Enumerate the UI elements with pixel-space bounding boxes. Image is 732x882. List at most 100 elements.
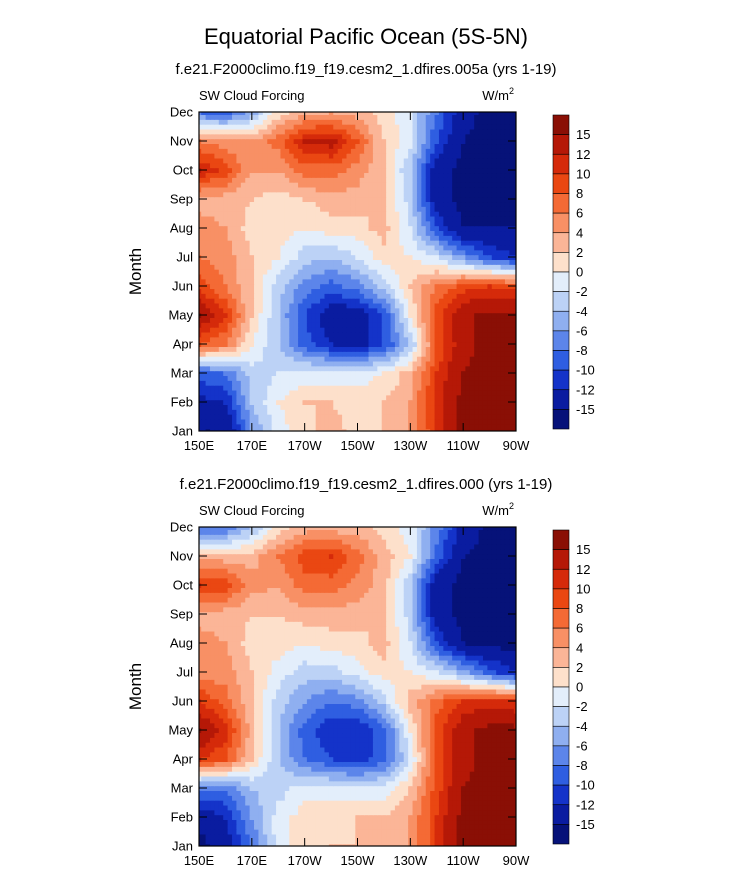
heatmap-cell xyxy=(469,112,475,116)
heatmap-cell xyxy=(412,380,418,386)
heatmap-cell xyxy=(218,273,224,280)
heatmap-cell xyxy=(205,293,211,299)
heatmap-cell xyxy=(258,240,264,246)
heatmap-cell xyxy=(368,370,374,377)
heatmap-cell xyxy=(298,201,304,207)
heatmap-cell xyxy=(267,182,273,188)
heatmap-cell xyxy=(447,177,453,183)
heatmap-cell xyxy=(201,244,207,251)
heatmap-cell xyxy=(394,157,400,164)
heatmap-cell xyxy=(214,418,220,425)
heatmap-cell xyxy=(386,351,392,357)
heatmap-cell xyxy=(284,133,290,140)
heatmap-cell xyxy=(218,133,224,140)
heatmap-cell xyxy=(469,375,475,381)
heatmap-cell xyxy=(399,298,405,304)
heatmap-cell xyxy=(465,423,471,430)
heatmap-cell xyxy=(399,385,405,391)
heatmap-cell xyxy=(372,375,378,381)
heatmap-cell xyxy=(474,172,480,178)
heatmap-cell xyxy=(469,278,475,285)
heatmap-cell xyxy=(315,172,321,178)
heatmap-cell xyxy=(394,370,400,377)
heatmap-cell xyxy=(496,167,502,174)
heatmap-cell xyxy=(306,225,312,232)
heatmap-cell xyxy=(504,148,510,154)
heatmap-cell xyxy=(434,298,440,304)
heatmap-cell xyxy=(284,380,290,386)
heatmap-cell xyxy=(465,182,471,188)
heatmap-cell xyxy=(236,230,242,236)
heatmap-cell xyxy=(205,380,211,386)
heatmap-cell xyxy=(412,211,418,217)
heatmap-cell xyxy=(434,133,440,140)
heatmap-cell xyxy=(452,370,458,377)
heatmap-cell xyxy=(460,254,466,261)
heatmap-cell xyxy=(328,307,334,314)
heatmap-cell xyxy=(513,269,516,275)
heatmap-cell xyxy=(236,423,242,430)
heatmap-cell xyxy=(482,336,488,343)
heatmap-cell xyxy=(381,230,387,236)
heatmap-cell xyxy=(306,244,312,251)
heatmap-cell xyxy=(320,273,326,280)
heatmap-cell xyxy=(227,114,233,120)
heatmap-cell xyxy=(302,249,308,256)
heatmap-cell xyxy=(394,317,400,323)
heatmap-cell xyxy=(513,162,516,169)
heatmap-cell xyxy=(430,119,436,125)
heatmap-cell xyxy=(311,124,317,130)
heatmap-cell xyxy=(394,119,400,125)
heatmap-cell xyxy=(214,148,220,154)
heatmap-cell xyxy=(425,124,431,130)
heatmap-cell xyxy=(227,211,233,217)
heatmap-cell xyxy=(500,273,506,280)
heatmap-cell xyxy=(487,409,493,415)
heatmap-cell xyxy=(386,423,392,430)
heatmap-cell xyxy=(412,143,418,149)
heatmap-cell xyxy=(425,148,431,154)
heatmap-cell xyxy=(474,375,480,381)
colorbar-label: -2 xyxy=(576,284,588,299)
heatmap-cell xyxy=(509,331,515,338)
heatmap-cell xyxy=(271,182,277,188)
heatmap-cell xyxy=(227,191,233,198)
heatmap-cell xyxy=(460,385,466,391)
heatmap-cell xyxy=(232,249,238,256)
heatmap-cell xyxy=(447,259,453,265)
heatmap-cell xyxy=(443,143,449,149)
heatmap-cell xyxy=(434,220,440,227)
heatmap-cell xyxy=(350,273,356,280)
heatmap-cell xyxy=(311,414,317,420)
heatmap-cell xyxy=(403,215,409,222)
heatmap-cell xyxy=(443,264,449,270)
heatmap-cell xyxy=(386,196,392,203)
heatmap-cell xyxy=(399,288,405,294)
heatmap-cell xyxy=(302,201,308,207)
heatmap-cell xyxy=(482,360,488,367)
heatmap-cell xyxy=(390,264,396,270)
heatmap-cell xyxy=(254,162,260,169)
heatmap-cell xyxy=(399,428,405,431)
heatmap-cell xyxy=(425,254,431,261)
heatmap-cell xyxy=(306,138,312,145)
heatmap-cell xyxy=(258,414,264,420)
heatmap-cell xyxy=(368,399,374,406)
heatmap-cell xyxy=(271,206,277,212)
heatmap-cell xyxy=(399,269,405,275)
heatmap-cell xyxy=(416,211,422,217)
heatmap-cell xyxy=(201,365,207,372)
heatmap-cell xyxy=(399,278,405,285)
heatmap-cell xyxy=(408,220,414,227)
heatmap-cell xyxy=(262,211,268,217)
heatmap-cell xyxy=(412,225,418,232)
heatmap-cell xyxy=(368,307,374,314)
heatmap-cell xyxy=(333,244,339,251)
heatmap-cell xyxy=(425,389,431,396)
heatmap-cell xyxy=(333,365,339,372)
heatmap-cell xyxy=(201,385,207,391)
heatmap-cell xyxy=(443,215,449,222)
heatmap-cell xyxy=(254,409,260,415)
heatmap-cell xyxy=(359,317,365,323)
heatmap-cell xyxy=(337,128,343,135)
